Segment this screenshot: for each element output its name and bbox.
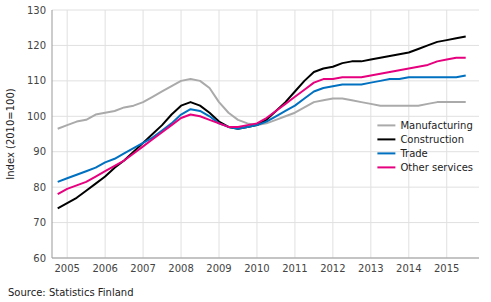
grid-line <box>256 10 257 258</box>
y-axis-label: Index (2010=100) <box>5 88 16 180</box>
legend-label: Trade <box>399 148 427 159</box>
legend-swatch <box>377 152 395 154</box>
x-tick-label: 2013 <box>358 263 383 274</box>
legend-swatch <box>377 124 395 126</box>
x-tick-label: 2006 <box>92 263 117 274</box>
legend-swatch <box>377 166 395 168</box>
grid-line <box>370 10 371 258</box>
x-tick-label: 2008 <box>168 263 193 274</box>
axes: 60 70 80 90 100 110 120 130 2005 2006 2007 2008 2009… <box>27 5 479 275</box>
y-tick-label: 70 <box>33 217 46 228</box>
x-tick-label: 2005 <box>54 263 79 274</box>
y-tick-label: 100 <box>27 111 46 122</box>
x-tick-label: 2011 <box>282 263 307 274</box>
legend: Manufacturing Construction Trade Other serv… <box>377 120 473 173</box>
x-tick-label: 2009 <box>206 263 231 274</box>
grid-line <box>143 10 144 258</box>
legend-swatch <box>377 138 395 140</box>
grid-line <box>52 45 479 46</box>
chart: 60 70 80 90 100 110 120 130 2005 2006 2007 2008 2009… <box>0 0 491 302</box>
grid-line <box>219 10 220 258</box>
grid-line <box>52 10 479 11</box>
grid-line <box>52 258 479 259</box>
grid-line <box>105 10 106 258</box>
x-axis-line <box>52 258 479 259</box>
grid-line <box>332 10 333 258</box>
grid-line <box>52 116 479 117</box>
y-tick-label: 130 <box>27 5 46 16</box>
x-tick-label: 2014 <box>396 263 421 274</box>
y-tick-label: 120 <box>27 40 46 51</box>
y-tick-label: 90 <box>33 146 46 157</box>
source: Source: Statistics Finland <box>8 287 134 298</box>
x-tick-label: 2012 <box>320 263 345 274</box>
y-tick-label: 110 <box>27 75 46 86</box>
legend-label: Other services <box>400 162 473 173</box>
grid-line <box>67 10 68 258</box>
legend-label: Manufacturing <box>400 120 472 131</box>
legend-label: Construction <box>400 134 464 145</box>
x-tick-label: 2015 <box>434 263 459 274</box>
grid-line <box>181 10 182 258</box>
y-tick-label: 80 <box>33 182 46 193</box>
x-tick-label: 2010 <box>244 263 269 274</box>
grid-line <box>294 10 295 258</box>
x-tick-label: 2007 <box>130 263 155 274</box>
y-tick-label: 60 <box>33 253 46 264</box>
grid-line <box>52 187 479 188</box>
grid <box>52 10 479 258</box>
grid-line <box>52 80 479 81</box>
grid-line <box>52 222 479 223</box>
y-axis-line <box>52 10 53 258</box>
